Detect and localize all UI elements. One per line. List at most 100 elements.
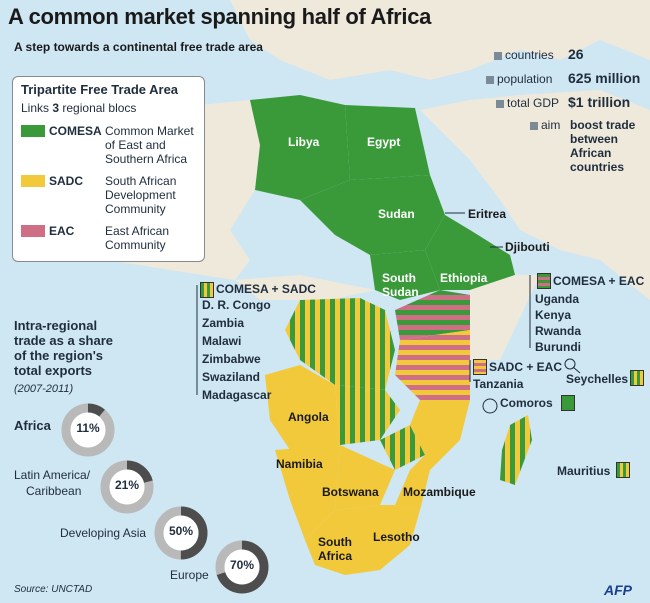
country-label-south-sudan-1: South [382,271,416,285]
ring-value-asia: 50% [168,524,194,538]
egypt-shape [345,105,430,180]
country-label-libya: Libya [288,135,320,149]
namibia-shape [275,445,340,540]
zimbabwe-shape [380,425,425,470]
mauritius-swatch [616,462,630,478]
eac-desc-1: East African [105,224,170,238]
stat-label-aim: aim [541,118,561,132]
country-label-south-africa-1: South [318,535,352,549]
sadc-eac-label: SADC + EAC [489,360,563,374]
comesa-desc-1: Common Market [105,124,194,138]
legend-subtitle-num: 3 [52,101,60,115]
angola-shape [265,365,340,450]
member-rwanda: Rwanda [535,324,582,338]
trade-label-europe: Europe [170,568,209,582]
sadc-code: SADC [49,174,84,188]
libya-shape [250,95,350,200]
page-title: A common market spanning half of Africa [8,4,432,29]
east-africa-shape [395,290,470,340]
eac-desc-2: Community [105,238,166,252]
legend-subtitle-pre: Links [21,101,50,115]
country-label-eritrea: Eritrea [468,207,507,221]
country-label-mozambique: Mozambique [403,485,476,499]
trade-heading-3: of the region's [14,348,104,363]
comesa-desc-3: Southern Africa [105,152,188,166]
comesa-code: COMESA [49,124,102,138]
stat-aim-line-2: between [570,132,619,146]
trade-heading-4: total exports [14,363,93,378]
country-label-egypt: Egypt [367,135,401,149]
member-zimbabwe: Zimbabwe [202,352,261,366]
source-note: Source: UNCTAD [14,584,93,595]
comesa-sadc-swatch [200,282,214,298]
island-label-seychelles: Seychelles [566,372,629,386]
comesa-eac-swatch [537,273,551,289]
stat-bullet [494,52,502,60]
country-label-angola: Angola [288,410,329,424]
south-sudan-shape [370,250,440,300]
eac-code: EAC [49,224,75,238]
stat-bullet [530,122,538,130]
zambia-shape [335,385,400,445]
island-label-mauritius: Mauritius [557,464,611,478]
stat-value-population: 625 million [568,70,641,86]
ring-value-latam: 21% [114,478,140,492]
sudan-shape [300,175,445,255]
stat-label-countries: countries [505,48,554,62]
country-label-namibia: Namibia [276,457,323,471]
stat-value-gdp: $1 trillion [568,94,631,110]
comesa-swatch [21,125,45,137]
sadc-desc-1: South African [105,174,177,188]
madagascar-shape [500,415,532,485]
stat-bullet [486,76,494,84]
ring-value-africa: 11% [76,421,100,435]
eac-swatch [21,225,45,237]
member-dr-congo: D. R. Congo [202,298,271,312]
legend-title: Tripartite Free Trade Area [21,82,179,97]
seychelles-ring [564,358,576,370]
dr-congo-shape [285,298,395,390]
country-label-south-sudan-2: Sudan [382,285,419,299]
somalia-land [470,275,540,360]
country-label-botswana: Botswana [322,485,379,499]
legend-subtitle-post: regional blocs [62,101,137,115]
mozambique-shape [395,400,470,510]
island-label-comoros: Comoros [500,396,553,410]
ethiopia-shape [425,215,515,290]
tanzania-shape [395,330,470,400]
trade-label-asia: Developing Asia [60,526,147,540]
comesa-desc-2: of East and [105,138,166,152]
country-label-ethiopia: Ethiopia [440,271,488,285]
trade-heading-2: trade as a share [14,333,114,348]
member-burundi: Burundi [535,340,581,354]
member-tanzania: Tanzania [473,377,524,391]
comesa-eac-label: COMESA + EAC [553,274,645,288]
country-label-djibouti: Djibouti [505,240,550,254]
stat-bullet [496,100,504,108]
south-africa-shape [305,505,420,575]
member-uganda: Uganda [535,292,580,306]
central-africa-land [235,275,375,300]
agency-logo: AFP [604,582,632,598]
trade-label-latam-1: Latin America/ [14,468,91,482]
member-kenya: Kenya [535,308,572,322]
stat-label-gdp: total GDP [507,96,560,110]
stat-aim-line-3: African [570,146,612,160]
arabia-landmass [420,90,650,300]
stat-aim-line-4: countries [570,160,625,174]
europe-landmass [230,0,650,80]
legend-subtitle: Links 3 regional blocs [21,101,136,115]
country-label-south-africa-2: Africa [318,549,353,563]
trade-label-africa: Africa [14,418,51,433]
stat-label-population: population [497,72,553,86]
member-madagascar: Madagascar [202,388,272,402]
comoros-swatch [561,395,575,411]
country-label-sudan: Sudan [378,207,415,221]
member-malawi: Malawi [202,334,242,348]
comesa-sadc-label: COMESA + SADC [216,282,316,296]
sadc-eac-swatch [473,359,487,375]
trade-heading-1: Intra-regional [14,318,98,333]
member-zambia: Zambia [202,316,245,330]
